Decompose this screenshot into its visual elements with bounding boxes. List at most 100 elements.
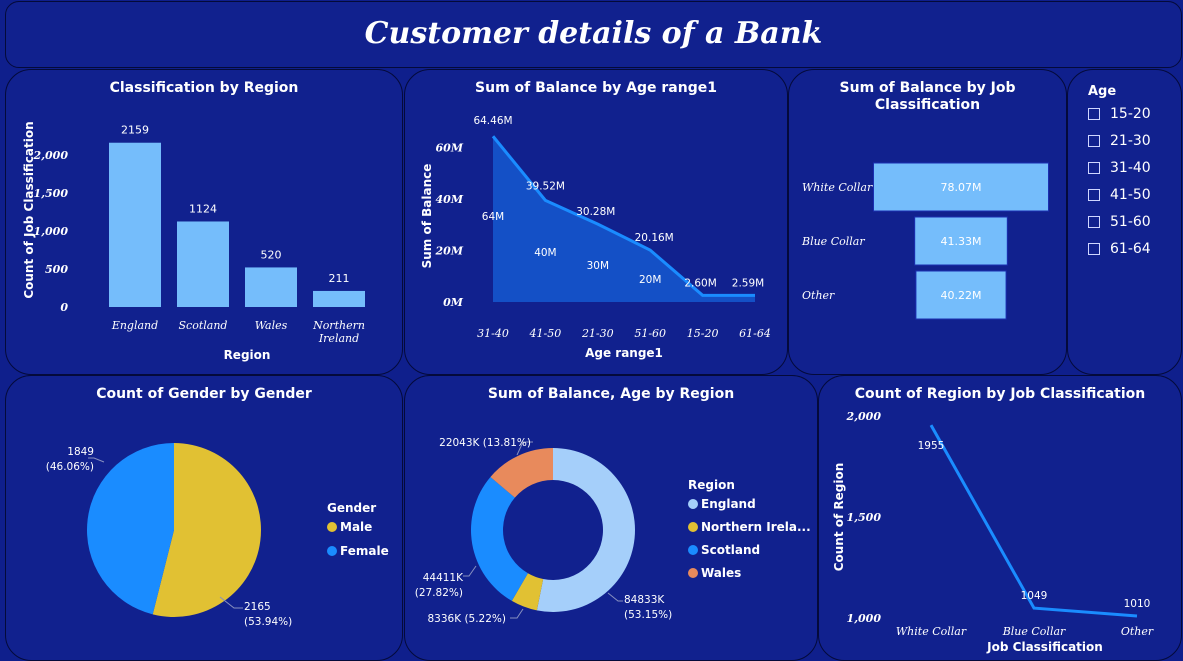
chart-title: Sum of Balance, Age by Region xyxy=(487,386,735,402)
y-tick-label: 2,000 xyxy=(33,149,69,162)
leader-line xyxy=(463,565,477,577)
title-banner: Customer details of a Bank xyxy=(5,1,1182,68)
x-tick-label: 21-30 xyxy=(581,327,614,340)
y-tick-label: 0M xyxy=(443,296,464,309)
slicer-item-61-64[interactable]: 61-64 xyxy=(1088,241,1151,257)
y-tick-label: 1,000 xyxy=(34,225,69,238)
checkbox-icon[interactable] xyxy=(1088,243,1100,255)
card-age-area: Sum of Balance by Age range1 0M 20M 40M 60M… xyxy=(404,69,788,375)
data-label: 520 xyxy=(261,248,282,261)
legend-marker xyxy=(327,522,337,532)
legend-marker xyxy=(688,568,698,578)
x-tick-label: 61-64 xyxy=(739,327,771,340)
legend-label: Wales xyxy=(701,566,741,580)
data-label: 211 xyxy=(329,272,350,285)
y-tick-label: 1,500 xyxy=(847,511,882,524)
x-tick-label: Scotland xyxy=(179,319,228,332)
slicer-item-label: 31-40 xyxy=(1110,160,1151,176)
leader-line xyxy=(219,596,243,609)
x-tick-label: White Collar xyxy=(896,625,967,638)
data-label: 41.33M xyxy=(941,235,982,248)
donut-slice xyxy=(511,573,544,611)
legend-marker xyxy=(688,545,698,555)
data-label: 1955 xyxy=(918,440,945,452)
pie-slice xyxy=(152,443,261,617)
legend-title: Gender xyxy=(327,501,376,515)
legend-marker xyxy=(688,522,698,532)
x-tick-label: England xyxy=(111,319,158,332)
data-label: 2.60M xyxy=(684,277,716,289)
slicer-item-51-60[interactable]: 51-60 xyxy=(1088,214,1151,230)
leader-line xyxy=(510,608,524,619)
jobcount-line-chart: 1,000 1,500 2,000 1955 1049 1010 White Collar B… xyxy=(832,410,1154,654)
y-tick-label: 500 xyxy=(45,263,68,276)
chart-title: Classification by Region xyxy=(109,80,299,96)
category-label: Blue Collar xyxy=(801,235,865,248)
funnel-bar xyxy=(914,216,1008,266)
legend-title: Region xyxy=(688,478,735,492)
x-axis-label: Region xyxy=(224,348,271,362)
slicer-item-21-30[interactable]: 21-30 xyxy=(1088,133,1151,149)
y-tick-label: 2,000 xyxy=(846,410,882,423)
legend-marker xyxy=(327,546,337,556)
bar xyxy=(109,142,161,307)
slicer-item-31-40[interactable]: 31-40 xyxy=(1088,160,1151,176)
card-gender-pie: Count of Gender by Gender 2165 (53.94%) 18… xyxy=(5,375,403,661)
x-tick-label: 51-60 xyxy=(634,327,666,340)
y-tick-label: 1,000 xyxy=(847,612,882,625)
data-label: (53.94%) xyxy=(244,616,292,628)
slicer-item-label: 61-64 xyxy=(1110,241,1151,257)
checkbox-icon[interactable] xyxy=(1088,162,1100,174)
leader-line xyxy=(88,457,105,463)
x-tick-label: Other xyxy=(1121,625,1154,638)
data-label: (46.06%) xyxy=(46,461,94,473)
card-region-donut: Sum of Balance, Age by Region 84833K (53.… xyxy=(404,375,818,661)
y-axis-label: Count of Region xyxy=(832,463,846,572)
age-area-chart: 0M 20M 40M 60M 64.46M 39.52M 30.28M 20.16M 2.60M… xyxy=(420,115,771,360)
data-label: 84833K xyxy=(624,594,665,606)
x-tick-label: 15-20 xyxy=(687,327,719,340)
funnel-bar xyxy=(915,270,1007,320)
x-tick-label: Blue Collar xyxy=(1002,625,1066,638)
data-label: 1010 xyxy=(1124,598,1151,610)
page-title: Customer details of a Bank xyxy=(364,16,823,51)
x-tick-label: 41-50 xyxy=(529,327,562,340)
slicer-item-label: 41-50 xyxy=(1110,187,1151,203)
card-jobcount-line: Count of Region by Job Classification 1,… xyxy=(818,375,1182,661)
slicer-item-15-20[interactable]: 15-20 xyxy=(1088,106,1151,122)
data-label: 20.16M xyxy=(635,232,674,244)
checkbox-icon[interactable] xyxy=(1088,216,1100,228)
series-line xyxy=(929,424,1138,618)
y-axis-label: Sum of Balance xyxy=(420,164,434,269)
bar xyxy=(245,267,297,307)
bar xyxy=(177,221,229,307)
bar xyxy=(313,290,365,307)
legend-marker xyxy=(688,499,698,509)
x-axis-label: Job Classification xyxy=(986,640,1103,654)
chart-title: Sum of Balance by Job Classification xyxy=(839,80,1016,113)
data-label: 1124 xyxy=(189,202,217,215)
region-bar-chart: 0 500 1,000 1,500 2,000 2159 England 1124 Scotla… xyxy=(22,121,365,362)
area-label: 20M xyxy=(639,274,661,286)
slicer-item-label: 51-60 xyxy=(1110,214,1151,230)
y-tick-label: 20M xyxy=(435,245,464,258)
data-label: 64.46M xyxy=(473,115,512,127)
data-label: 22043K (13.81%) xyxy=(439,437,531,449)
data-label: 30.28M xyxy=(576,206,615,218)
leader-line xyxy=(516,441,533,456)
donut-slice xyxy=(536,448,636,612)
legend-label: England xyxy=(701,497,756,511)
x-tick-label: Wales xyxy=(255,319,288,332)
y-tick-label: 1,500 xyxy=(34,187,69,200)
legend-label: Scotland xyxy=(701,543,760,557)
area-fill xyxy=(493,136,755,302)
slicer-item-41-50[interactable]: 41-50 xyxy=(1088,187,1151,203)
gender-pie-chart: 2165 (53.94%) 1849 (46.06%) Gender Male Female xyxy=(46,443,389,628)
checkbox-icon[interactable] xyxy=(1088,135,1100,147)
checkbox-icon[interactable] xyxy=(1088,189,1100,201)
slicer-title: Age xyxy=(1088,84,1117,99)
checkbox-icon[interactable] xyxy=(1088,108,1100,120)
legend-label: Northern Irela... xyxy=(701,520,811,534)
area-label: 40M xyxy=(534,247,556,259)
area-label: 64M xyxy=(482,211,504,223)
